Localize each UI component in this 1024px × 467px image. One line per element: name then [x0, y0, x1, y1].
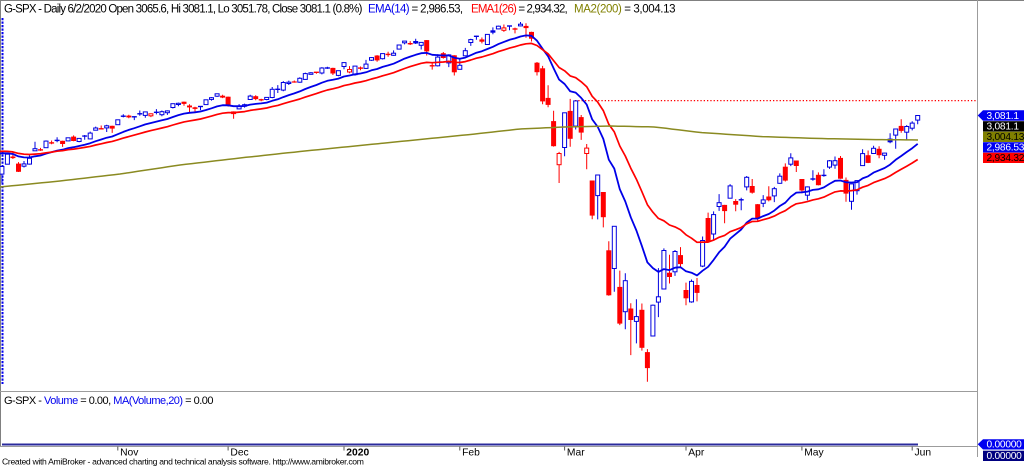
svg-text:MA2(200) = 3,004.13: MA2(200) = 3,004.13	[574, 4, 675, 16]
svg-text:2,986.53: 2,986.53	[987, 143, 1024, 154]
svg-text:EMA1(26) = 2,934.32,: EMA1(26) = 2,934.32,	[471, 4, 567, 16]
svg-text:3,004.13: 3,004.13	[987, 132, 1024, 143]
svg-text:Mar: Mar	[567, 448, 585, 459]
svg-text:Nov: Nov	[120, 448, 139, 459]
svg-text:3,081.1: 3,081.1	[987, 111, 1020, 122]
svg-text:0.00000: 0.00000	[987, 440, 1023, 451]
svg-text:EMA(14) = 2,986.53,: EMA(14) = 2,986.53,	[368, 4, 463, 16]
svg-text:Dec: Dec	[230, 448, 248, 459]
svg-text:May: May	[804, 448, 824, 459]
svg-text:Feb: Feb	[462, 448, 480, 459]
svg-text:3,081.1: 3,081.1	[987, 122, 1020, 133]
svg-text:0.00000: 0.00000	[987, 451, 1023, 462]
svg-text:G-SPX - Volume = 0.00, MA(Volu: G-SPX - Volume = 0.00, MA(Volume,20) = 0…	[4, 395, 213, 407]
svg-text:G-SPX - Daily 6/2/2020 Open 30: G-SPX - Daily 6/2/2020 Open 3065.6, Hi 3…	[4, 4, 363, 16]
svg-text:Apr: Apr	[688, 448, 705, 459]
svg-text:Created with AmiBroker - advan: Created with AmiBroker - advanced charti…	[2, 457, 364, 467]
svg-text:2020: 2020	[346, 448, 369, 459]
svg-text:2,934.32: 2,934.32	[987, 153, 1024, 164]
svg-text:Jun: Jun	[915, 448, 932, 459]
